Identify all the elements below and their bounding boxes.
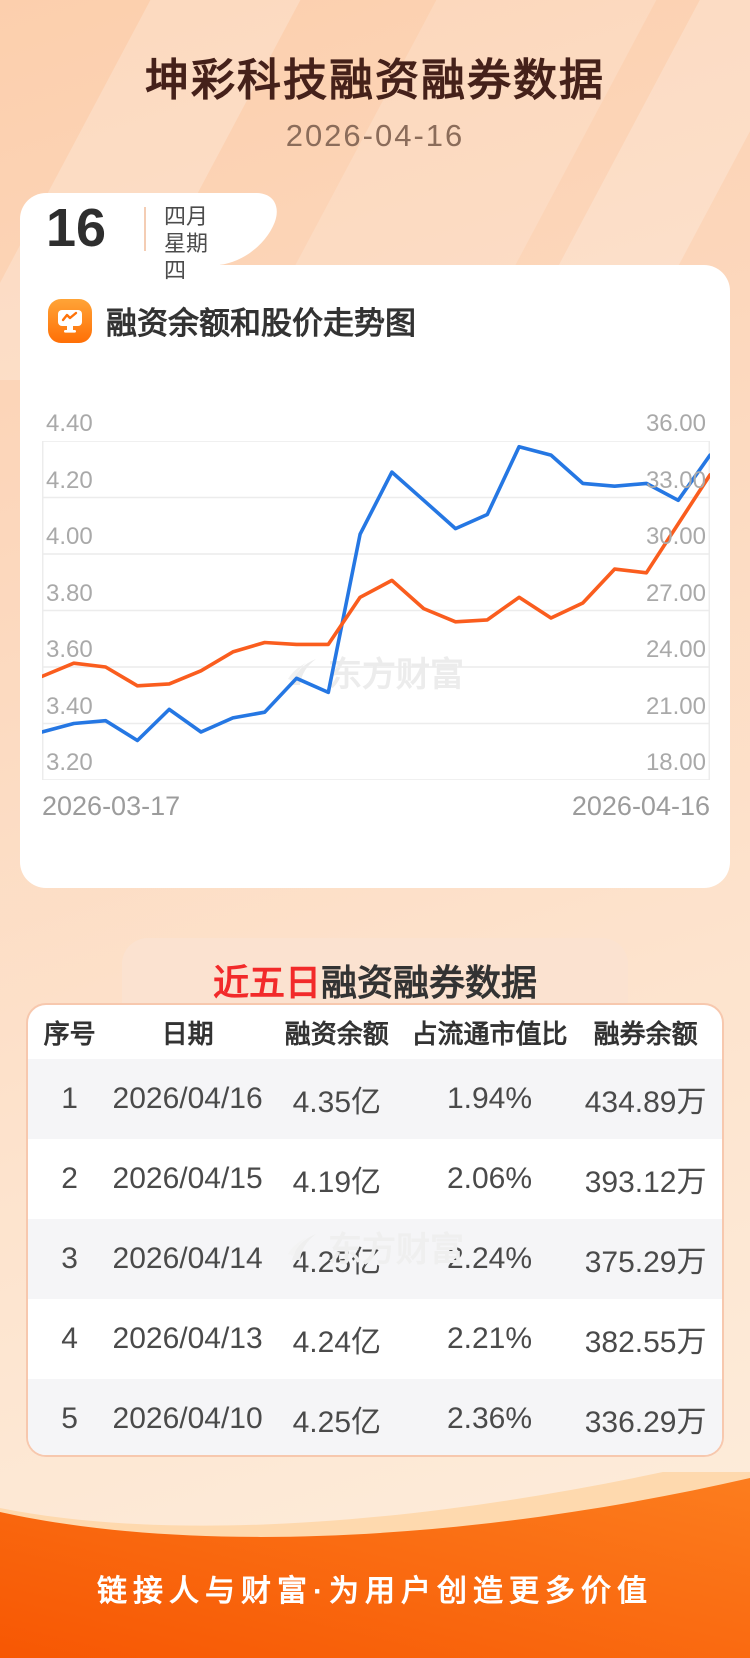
table-cell: 2.24% xyxy=(446,1242,533,1275)
table-cell: 4.19亿 xyxy=(292,1166,381,1199)
table-cell: 2.06% xyxy=(446,1162,533,1195)
table-cell: 3 xyxy=(61,1242,78,1275)
page-date: 2026-04-16 xyxy=(285,118,465,153)
footer-slogan: 链接人与财富·为用户创造更多价值 xyxy=(97,1575,653,1608)
table-cell: 2026/04/10 xyxy=(112,1402,263,1435)
footer-wave: 链接人与财富·为用户创造更多价值 xyxy=(0,1452,750,1658)
series-line-stock-price xyxy=(42,473,710,688)
x-axis-label-end: 2026-04-16 xyxy=(571,791,710,821)
table-cell: 2 xyxy=(61,1162,78,1195)
left-axis-tick: 4.40 xyxy=(46,410,93,437)
table-cell: 2026/04/13 xyxy=(112,1322,263,1355)
x-axis-label-start: 2026-03-17 xyxy=(42,791,181,821)
table-row: 5 2026/04/10 4.25亿 2.36% 336.29万 xyxy=(28,1379,722,1455)
right-axis-tick: 33.00 xyxy=(645,466,706,494)
series-line-margin-balance xyxy=(42,444,710,743)
table-cell: 4.24亿 xyxy=(292,1326,381,1359)
chart-section-title: 融资余额和股价走势图 xyxy=(106,306,416,341)
table-cell: 1 xyxy=(61,1082,78,1115)
right-axis-tick: 18.00 xyxy=(645,749,706,776)
table-cell: 375.29万 xyxy=(584,1246,707,1279)
right-axis-tick: 27.00 xyxy=(645,579,706,607)
table-cell: 393.12万 xyxy=(584,1166,707,1199)
table-title-highlight: 近五日 xyxy=(212,962,321,1003)
table-cell: 2.21% xyxy=(446,1322,533,1355)
table-cell: 4.25亿 xyxy=(292,1406,381,1439)
table-cell: 434.89万 xyxy=(584,1086,707,1119)
right-axis-tick: 21.00 xyxy=(645,692,706,720)
calendar-divider xyxy=(144,207,146,251)
left-axis-tick: 3.20 xyxy=(46,749,93,776)
table-title-rest: 融资融券数据 xyxy=(321,962,538,1003)
right-axis-tick: 24.00 xyxy=(645,636,706,663)
chart-monitor-icon xyxy=(48,298,92,343)
calendar-day: 16 xyxy=(46,198,107,258)
table-cell: 2.36% xyxy=(446,1402,533,1435)
table-row: 2 2026/04/15 4.19亿 2.06% 393.12万 xyxy=(28,1139,722,1219)
page-title: 坤彩科技融资融券数据 xyxy=(145,56,605,105)
table-cell: 2026/04/16 xyxy=(112,1082,263,1115)
chart-plot xyxy=(42,441,710,780)
trend-chart: 4.40 4.20 4.00 3.80 3.60 3.40 3.20 36.00 33.00 30… xyxy=(42,410,710,821)
table-row: 4 2026/04/13 4.24亿 2.21% 382.55万 xyxy=(28,1299,722,1379)
table-cell: 序号 xyxy=(43,1018,96,1049)
calendar-badge: 16 四月 星期四 xyxy=(20,193,220,283)
table-cell: 1.94% xyxy=(446,1082,533,1115)
chart-card: 融资余额和股价走势图 东方财富 4.40 4.20 4.00 3.80 3.60 3.40… xyxy=(20,265,730,1119)
margin-data-table: 序号 日期 融资余额 占流通市值比 融券余额 1 2026/04/16 4.35亿 1.94% 4… xyxy=(26,1003,724,1457)
table-cell: 5 xyxy=(61,1402,78,1435)
calendar-weekday: 星期四 xyxy=(164,231,209,283)
footer-wave-shape xyxy=(0,1452,750,1658)
right-axis-tick: 30.00 xyxy=(645,523,706,550)
table-cell: 2026/04/15 xyxy=(112,1162,263,1195)
table-cell: 4 xyxy=(61,1322,78,1355)
right-axis-tick: 36.00 xyxy=(645,410,706,437)
left-axis-tick: 4.20 xyxy=(46,466,93,494)
table-cell: 2026/04/14 xyxy=(112,1242,263,1275)
table-cell: 336.29万 xyxy=(584,1406,707,1439)
table-cell: 日期 xyxy=(161,1018,214,1049)
table-cell: 382.55万 xyxy=(584,1326,707,1359)
chart-section-header: 融资余额和股价走势图 xyxy=(48,298,416,343)
table-cell: 融资余额 xyxy=(284,1018,389,1049)
left-axis-tick: 3.40 xyxy=(46,692,93,720)
table-row: 3 2026/04/14 4.25亿 2.24% 375.29万 xyxy=(28,1219,722,1299)
calendar-month-weekday: 四月 星期四 xyxy=(164,203,220,284)
left-axis-tick: 4.00 xyxy=(46,523,93,550)
table-cell: 占流通市值比 xyxy=(411,1018,568,1049)
table-section-title: 近五日融资融券数据 xyxy=(122,954,628,1006)
left-axis-tick: 3.60 xyxy=(46,636,93,663)
table-cell: 4.35亿 xyxy=(292,1086,381,1119)
calendar-month: 四月 xyxy=(164,204,209,229)
table-header-row: 序号 日期 融资余额 占流通市值比 融券余额 xyxy=(28,1005,722,1059)
table-cell: 4.25亿 xyxy=(292,1246,381,1279)
left-axis-tick: 3.80 xyxy=(46,579,93,607)
table-row: 1 2026/04/16 4.35亿 1.94% 434.89万 xyxy=(28,1059,722,1139)
table-cell: 融券余额 xyxy=(593,1018,698,1049)
